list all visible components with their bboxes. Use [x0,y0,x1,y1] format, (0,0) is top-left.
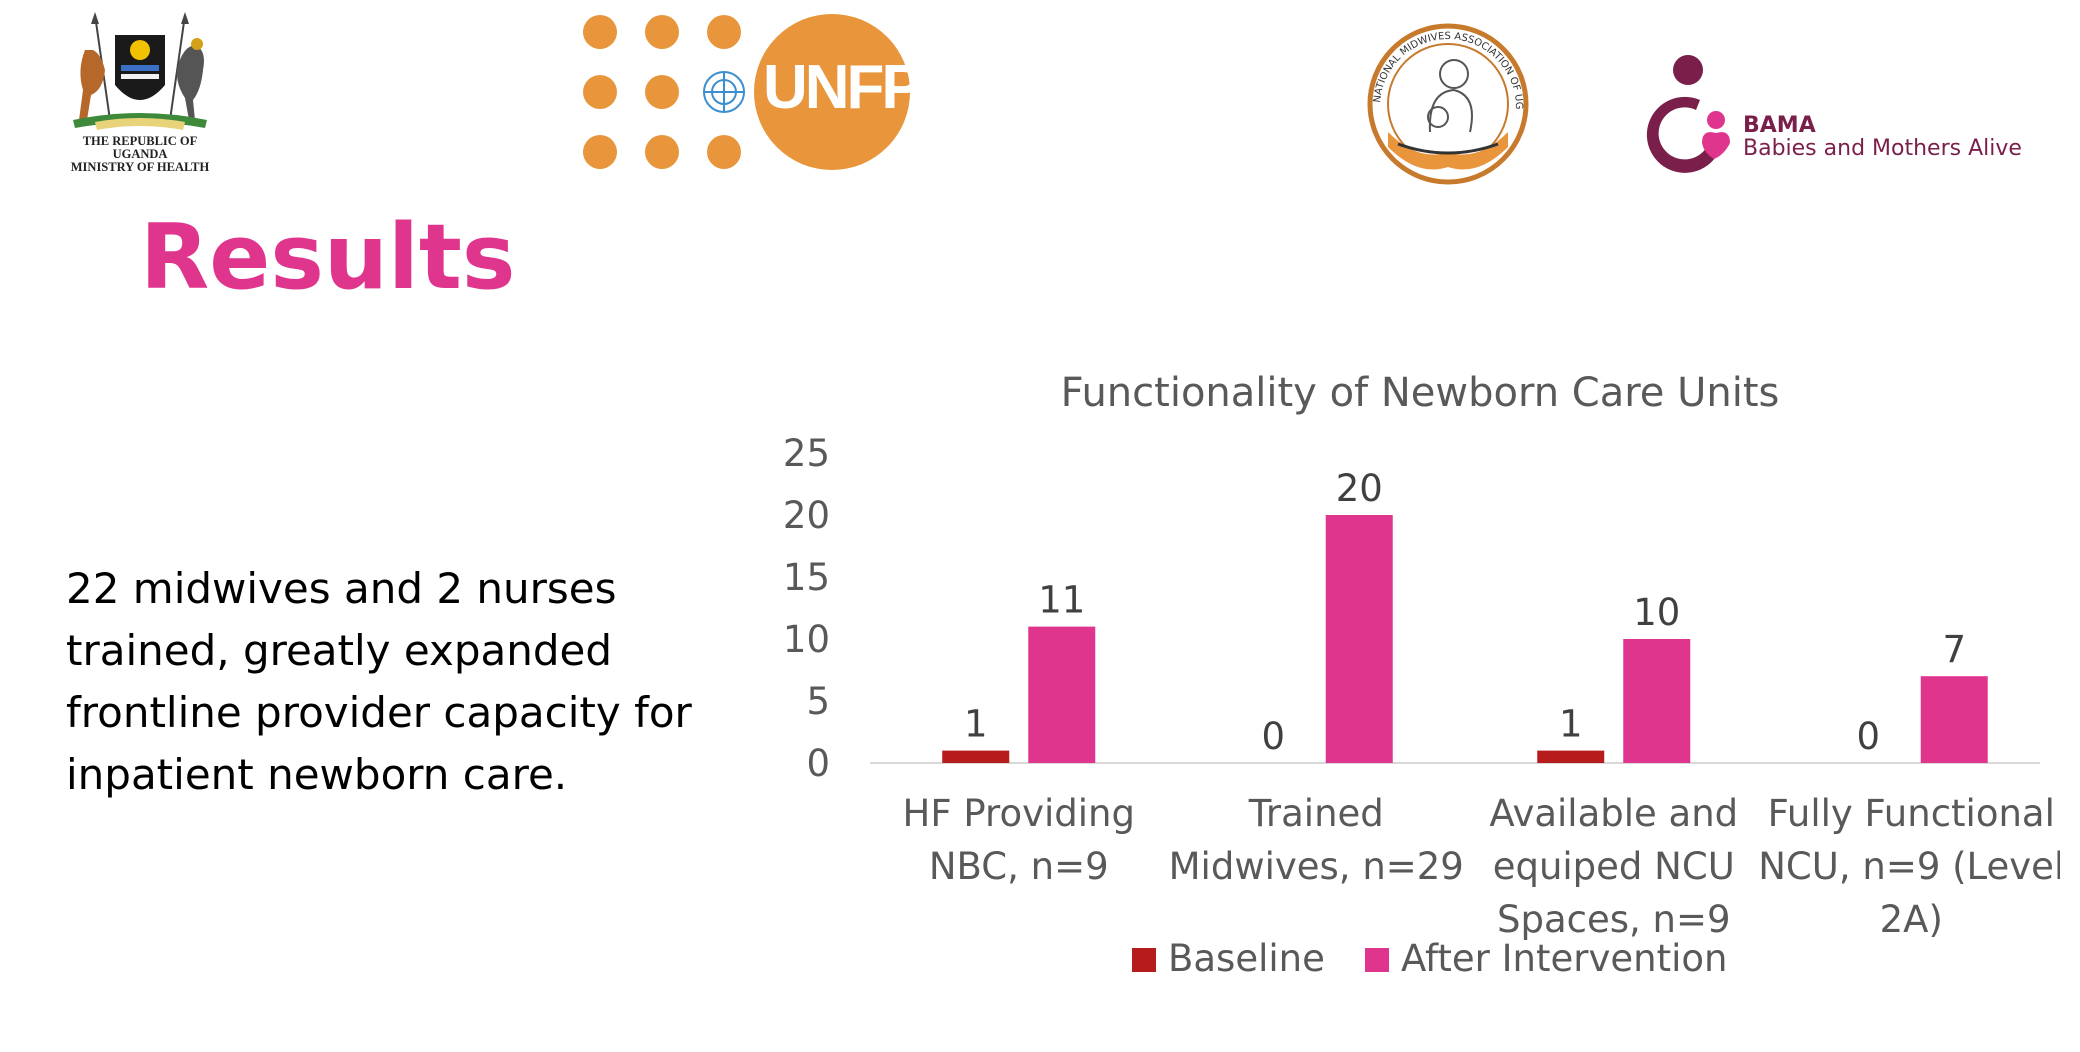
data-label: 0 [1856,715,1880,758]
bar-baseline [1537,750,1605,763]
midwives-emblem-icon: NATIONAL MIDWIVES ASSOCIATION OF UGANDA [1354,4,1529,185]
legend: Baseline After Intervention [1132,937,1727,980]
bama-title: BAMA [1743,113,1816,138]
x-tick-label: Fully Functional NCU, n=9 (Level 2A) [1758,792,2060,941]
bars [942,515,1988,763]
midwives-association-logo: NATIONAL MIDWIVES ASSOCIATION OF UGANDA [1354,4,1538,187]
data-label: 11 [1038,579,1085,622]
un-emblem-icon [696,64,752,120]
bar-chart: Functionality of Newborn Care Units 0510… [783,370,2060,980]
uganda-coat-of-arms-logo: THE REPUBLIC OF UGANDA MINISTRY OF HEALT… [55,10,225,174]
data-label: 20 [1336,467,1383,510]
y-tick-label: 20 [783,494,830,537]
data-label: 10 [1633,591,1680,634]
bar-baseline [942,750,1010,763]
y-tick-label: 0 [806,742,830,785]
unfpa-wordmark: UNFPA [763,53,960,122]
summary-text: 22 midwives and 2 nurses trained, greatl… [66,564,692,799]
bar-after-intervention [1920,676,1988,763]
legend-swatch [1132,948,1156,972]
x-tick-label: Trained Midwives, n=29 [1169,792,1464,888]
y-tick-label: 5 [806,680,830,723]
data-label: 0 [1261,715,1285,758]
data-label: 7 [1942,628,1966,671]
bar-after-intervention [1325,515,1393,763]
data-label: 1 [964,703,988,746]
page-title: Results [140,205,516,310]
y-axis: 0 5 10 15 20 25 [783,432,830,785]
bar-after-intervention [1623,639,1691,763]
unfpa-logo: UNFPA [575,10,960,175]
legend-swatch [1365,948,1389,972]
mother-baby-icon [1646,55,1730,173]
unfpa-dots-icon [583,14,910,170]
y-tick-label: 25 [783,432,830,475]
bama-subtitle: Babies and Mothers Alive [1743,136,2022,161]
legend-label: Baseline [1168,937,1325,980]
coat-of-arms-icon [73,12,207,130]
x-axis-labels: HF Providing NBC, n=9 Trained Midwives, n=2… [903,792,2060,941]
chart-title: Functionality of Newborn Care Units [1061,370,1780,416]
y-tick-label: 15 [783,556,830,599]
bar-after-intervention [1028,626,1096,763]
y-tick-label: 10 [783,618,830,661]
x-tick-label: Available and equiped NCU Spaces, n=9 [1489,792,1738,941]
bama-logo: BAMA Babies and Mothers Alive [1640,55,2040,185]
x-tick-label: HF Providing NBC, n=9 [903,792,1135,888]
ministry-of-health-label: MINISTRY OF HEALTH [70,160,210,174]
data-label: 1 [1559,703,1583,746]
legend-label: After Intervention [1401,937,1727,980]
uganda-republic-label: THE REPUBLIC OF UGANDA [82,134,198,161]
